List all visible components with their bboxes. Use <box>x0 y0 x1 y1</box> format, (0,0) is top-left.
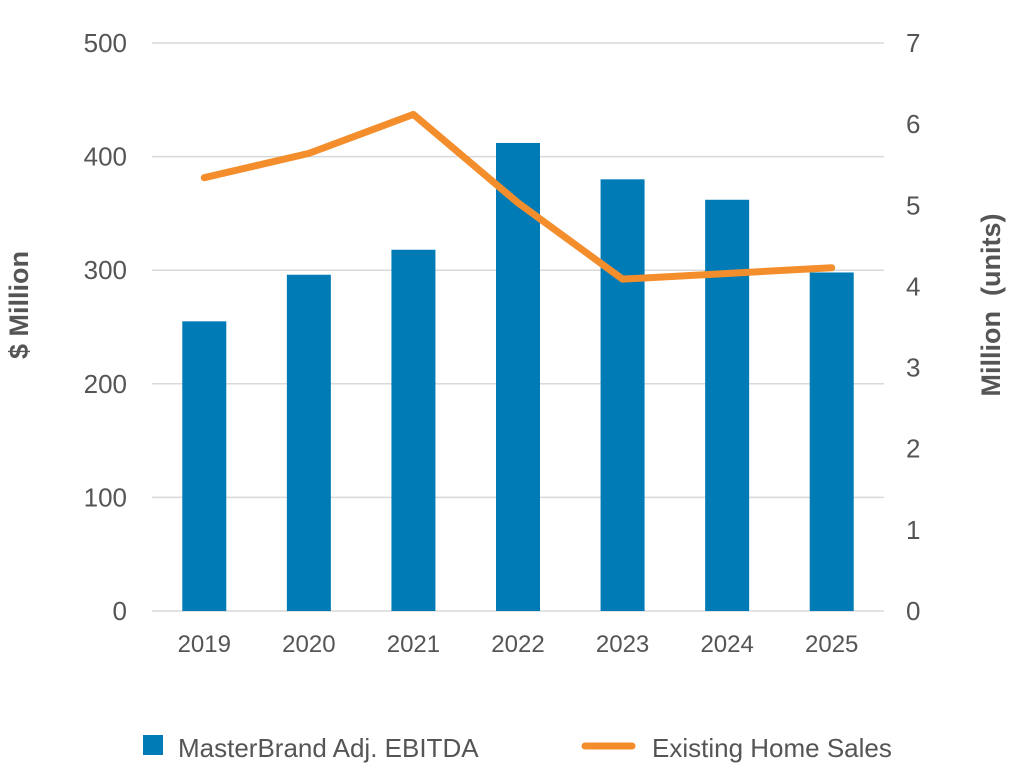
y2-tick-label: 4 <box>906 271 920 301</box>
legend-bar-label: MasterBrand Adj. EBITDA <box>178 733 479 763</box>
bar <box>391 250 435 611</box>
bar <box>182 321 226 611</box>
bar <box>601 179 645 611</box>
x-tick-label: 2023 <box>596 631 649 658</box>
x-tick-label: 2019 <box>178 631 231 658</box>
y2-tick-label: 6 <box>906 109 920 139</box>
y-tick-label: 300 <box>84 255 127 285</box>
y2-tick-label: 3 <box>906 353 920 383</box>
legend-line-label: Existing Home Sales <box>652 733 892 763</box>
y2-tick-label: 1 <box>906 515 920 545</box>
x-tick-label: 2021 <box>387 631 440 658</box>
legend-bar-swatch <box>143 735 163 755</box>
y-tick-label: 200 <box>84 369 127 399</box>
y2-tick-label: 2 <box>906 434 920 464</box>
y2-axis-label: Million (units) <box>976 214 1006 397</box>
y2-tick-label: 5 <box>906 190 920 220</box>
y-tick-label: 0 <box>113 596 127 626</box>
y2-tick-label: 7 <box>906 28 920 58</box>
y2-tick-label: 0 <box>906 596 920 626</box>
y-tick-label: 500 <box>84 28 127 58</box>
x-tick-label: 2025 <box>805 631 858 658</box>
bar <box>705 200 749 611</box>
y-axis-label: $ Million <box>4 251 34 359</box>
bar <box>287 275 331 611</box>
x-tick-label: 2020 <box>282 631 335 658</box>
y-tick-label: 100 <box>84 482 127 512</box>
x-tick-label: 2024 <box>700 631 753 658</box>
x-tick-label: 2022 <box>491 631 544 658</box>
bar <box>810 272 854 611</box>
y-tick-label: 400 <box>84 142 127 172</box>
